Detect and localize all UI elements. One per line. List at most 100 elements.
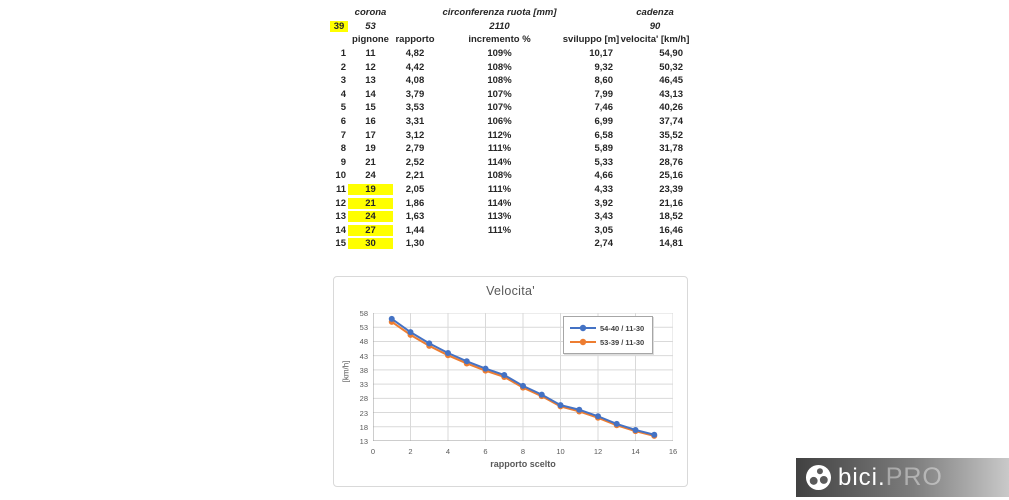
rapporto-cell: 1,44 bbox=[405, 224, 425, 236]
pignone-cell: 19 bbox=[365, 143, 376, 155]
rapporto-cell: 3,53 bbox=[405, 102, 425, 114]
rapporto-cell: 3,31 bbox=[405, 116, 425, 128]
table-row: 14 27 1,44 111% 3,05 16,46 bbox=[330, 224, 700, 238]
rapporto-cell: 1,86 bbox=[405, 197, 425, 209]
incremento-cell: 107% bbox=[487, 88, 512, 100]
incremento-cell: 114% bbox=[487, 156, 512, 168]
x-tick-label: 10 bbox=[556, 447, 565, 456]
row-number-cell: 2 bbox=[340, 61, 346, 73]
col-header-incremento: incremento % bbox=[468, 34, 531, 46]
row-number-cell: 14 bbox=[335, 224, 346, 236]
col-header-pignone: pignone bbox=[352, 34, 389, 46]
incremento-cell: 111% bbox=[487, 224, 512, 236]
pignone-cell: 30 bbox=[348, 238, 393, 250]
table-row: 1 11 4,82 109% 10,17 54,90 bbox=[330, 47, 700, 61]
velocita-cell: 31,78 bbox=[659, 143, 683, 155]
watermark-bici-pro: bici. PRO bbox=[796, 458, 1009, 497]
table-header-group-row: corona circonferenza ruota [mm] cadenza bbox=[330, 6, 700, 20]
chart-title: Velocita' bbox=[486, 284, 535, 298]
rapporto-cell: 2,05 bbox=[405, 184, 425, 196]
row-number-cell: 13 bbox=[335, 211, 346, 223]
table-row: 7 17 3,12 112% 6,58 35,52 bbox=[330, 128, 700, 142]
rapporto-cell: 3,12 bbox=[405, 129, 425, 141]
incremento-cell: 108% bbox=[487, 75, 512, 87]
data-point-marker bbox=[445, 349, 451, 356]
y-tick-label: 48 bbox=[359, 337, 368, 347]
incremento-cell: 114% bbox=[487, 197, 512, 209]
rapporto-cell: 4,42 bbox=[405, 61, 425, 73]
circonferenza-value-cell: 2110 bbox=[489, 20, 510, 32]
col-header-rapporto: rapporto bbox=[395, 34, 435, 46]
row-number-cell: 6 bbox=[340, 116, 346, 128]
corona-label: corona bbox=[354, 7, 387, 19]
data-point-marker bbox=[576, 406, 583, 413]
row-number-cell: 3 bbox=[340, 75, 346, 87]
y-tick-label: 38 bbox=[359, 365, 368, 375]
rapporto-cell: 4,08 bbox=[405, 75, 425, 87]
incremento-cell: 111% bbox=[487, 143, 512, 155]
table-row: 13 24 1,63 113% 3,43 18,52 bbox=[330, 210, 700, 224]
sviluppo-cell: 7,46 bbox=[594, 102, 614, 114]
data-point-marker bbox=[632, 426, 639, 433]
legend-label: 53-39 / 11-30 bbox=[600, 337, 645, 347]
chart-legend: 54-40 / 11-30 53-39 / 11-30 bbox=[563, 316, 653, 354]
data-point-marker bbox=[426, 340, 433, 347]
x-tick-label: 4 bbox=[445, 447, 451, 456]
y-tick-label: 53 bbox=[359, 323, 368, 333]
pignone-cell: 14 bbox=[365, 88, 376, 100]
sviluppo-cell: 4,33 bbox=[594, 184, 614, 196]
data-point-marker bbox=[651, 431, 658, 438]
data-point-marker bbox=[613, 420, 620, 427]
table-row: 4 14 3,79 107% 7,99 43,13 bbox=[330, 88, 700, 102]
sviluppo-cell: 5,89 bbox=[594, 143, 614, 155]
rapporto-cell: 4,82 bbox=[405, 48, 425, 60]
table-row: 2 12 4,42 108% 9,32 50,32 bbox=[330, 60, 700, 74]
legend-item: 54-40 / 11-30 bbox=[570, 321, 646, 335]
incremento-cell: 107% bbox=[487, 102, 512, 114]
pignone-cell: 24 bbox=[365, 170, 376, 182]
watermark-text: bici. PRO bbox=[838, 465, 943, 490]
data-point-marker bbox=[463, 358, 470, 365]
x-tick-label: 8 bbox=[520, 447, 526, 456]
x-tick-label: 0 bbox=[370, 447, 376, 456]
x-tick-label: 6 bbox=[483, 447, 488, 456]
data-point-marker bbox=[538, 391, 545, 398]
y-tick-label: 18 bbox=[359, 422, 368, 432]
row-number-cell: 8 bbox=[340, 143, 346, 155]
pignone-cell: 27 bbox=[348, 224, 393, 236]
velocita-cell: 16,46 bbox=[659, 224, 683, 236]
y-tick-label: 23 bbox=[359, 408, 368, 418]
row-number-cell: 1 bbox=[340, 48, 346, 60]
y-tick-label: 33 bbox=[359, 380, 368, 390]
sviluppo-cell: 10,17 bbox=[589, 48, 613, 60]
gear-table: corona circonferenza ruota [mm] cadenza … bbox=[330, 6, 700, 251]
pignone-cell: 24 bbox=[348, 211, 393, 223]
sviluppo-cell: 4,66 bbox=[594, 170, 614, 182]
row-number-cell: 7 bbox=[340, 129, 346, 141]
legend-item: 53-39 / 11-30 bbox=[570, 335, 646, 349]
legend-swatch bbox=[570, 324, 596, 332]
corona-value-cell: 53 bbox=[365, 20, 376, 32]
row-number-cell: 11 bbox=[335, 184, 346, 196]
cadenza-value-cell: 90 bbox=[649, 20, 661, 32]
chart-x-axis-label: rapporto scelto bbox=[490, 459, 556, 469]
table-row: 5 15 3,53 107% 7,46 40,26 bbox=[330, 101, 700, 115]
incremento-cell: 109% bbox=[487, 48, 512, 60]
velocita-cell: 18,52 bbox=[659, 211, 683, 223]
x-tick-label: 16 bbox=[668, 447, 678, 456]
table-row: 12 21 1,86 114% 3,92 21,16 bbox=[330, 196, 700, 210]
sviluppo-cell: 5,33 bbox=[594, 156, 614, 168]
sviluppo-cell: 2,74 bbox=[594, 238, 614, 250]
plot-area bbox=[373, 313, 673, 441]
table-body: 1 11 4,82 109% 10,17 54,90 2 12 4,42 108% 9,32 50,3… bbox=[330, 47, 700, 251]
pignone-cell: 19 bbox=[348, 184, 393, 196]
rapporto-cell: 3,79 bbox=[405, 88, 425, 100]
sviluppo-cell: 9,32 bbox=[594, 61, 614, 73]
velocita-cell: 35,52 bbox=[659, 129, 683, 141]
x-tick-label: 12 bbox=[593, 447, 603, 456]
circonferenza-label: circonferenza ruota [mm] bbox=[442, 7, 557, 19]
incremento-cell: 113% bbox=[487, 211, 512, 223]
table-row: 3 13 4,08 108% 8,60 46,45 bbox=[330, 74, 700, 88]
